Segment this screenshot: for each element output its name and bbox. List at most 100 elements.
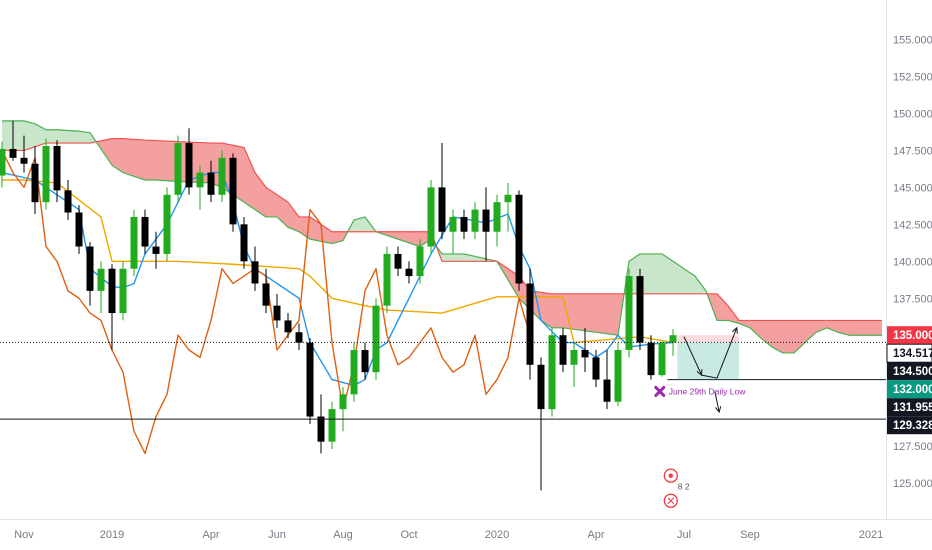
bearish-candle — [306, 342, 314, 417]
bullish-cloud-segment — [7, 120, 13, 151]
bearish-cloud-segment — [541, 292, 547, 325]
bullish-cloud-segment — [13, 120, 19, 151]
bullish-cloud-segment — [662, 253, 668, 294]
bullish-candle — [548, 335, 556, 410]
bearish-cloud-segment — [167, 141, 173, 182]
time-tick-label: Oct — [400, 529, 417, 541]
bearish-cloud-segment — [777, 320, 783, 353]
price-tag-box — [887, 326, 932, 345]
price-tag-label: 135.000 — [893, 330, 932, 342]
time-tick-label: Apr — [587, 529, 604, 541]
bearish-candle — [31, 163, 39, 203]
bullish-cloud-segment — [18, 120, 24, 151]
bearish-cloud-segment — [315, 220, 321, 242]
price-tag-label: 132.000 — [893, 384, 932, 396]
bullish-cloud-segment — [458, 253, 464, 262]
bullish-candle — [614, 350, 622, 402]
bearish-cloud-segment — [282, 198, 288, 228]
bullish-candle — [493, 202, 501, 232]
position-target-zone — [677, 342, 739, 380]
bearish-candle — [207, 172, 215, 195]
bearish-candle — [526, 283, 534, 365]
bullish-cloud-segment — [673, 261, 679, 294]
bullish-cloud-segment — [29, 122, 35, 149]
bearish-cloud-segment — [266, 187, 272, 217]
time-axis[interactable]: Nov 2019 Apr Jun Aug Oct 2020 Apr Jul Sep 2021 — [14, 529, 883, 541]
bullish-candle — [625, 276, 633, 350]
time-tick-label: 2019 — [100, 529, 124, 541]
bearish-cloud-segment — [546, 293, 552, 328]
bearish-cloud-segment — [260, 180, 266, 217]
bearish-cloud-segment — [821, 320, 827, 331]
bullish-cloud-segment — [354, 218, 360, 232]
bearish-cloud-segment — [156, 140, 162, 181]
price-tick-label: 147.500 — [893, 145, 932, 157]
bearish-cloud-segment — [783, 320, 789, 353]
bearish-candle — [317, 416, 325, 442]
bearish-candle — [603, 379, 611, 402]
bearish-cloud-segment — [568, 293, 574, 330]
bullish-cloud-segment — [695, 276, 701, 294]
price-tick-label: 150.000 — [893, 108, 932, 120]
badge-dot-icon — [668, 473, 673, 478]
bearish-cloud-segment — [761, 320, 767, 343]
bearish-cloud-segment — [794, 320, 800, 353]
bullish-cloud-segment — [453, 253, 459, 262]
candlesticks — [0, 120, 677, 491]
bullish-cloud-segment — [84, 131, 90, 144]
bullish-candle — [669, 335, 677, 343]
price-tag-label: 134.517 — [893, 348, 932, 360]
bullish-candle — [449, 216, 457, 232]
bearish-cloud-segment — [596, 293, 602, 333]
bearish-cloud-segment — [871, 320, 877, 336]
bearish-cloud-segment — [326, 228, 332, 244]
price-tick-label: 137.500 — [893, 293, 932, 305]
bearish-cloud-segment — [728, 305, 734, 322]
bearish-candle — [636, 276, 644, 343]
kijun-sen-line — [2, 179, 674, 344]
bullish-cloud-segment — [73, 130, 79, 144]
bullish-candle — [97, 268, 105, 291]
bearish-cloud-segment — [739, 320, 745, 326]
bearish-candle — [9, 148, 17, 158]
bearish-candle — [20, 157, 28, 164]
bearish-candle — [482, 209, 490, 232]
bearish-candle — [295, 332, 303, 343]
bearish-candle — [108, 268, 116, 314]
bullish-cloud-segment — [40, 126, 46, 145]
bullish-candle — [0, 148, 6, 176]
bearish-cloud-segment — [612, 293, 618, 336]
price-tick-label: 142.500 — [893, 219, 932, 231]
bearish-cloud-segment — [271, 191, 277, 217]
bearish-cloud-segment — [194, 142, 200, 183]
marker-label: June 29th Daily Low — [669, 386, 746, 396]
bullish-cloud-segment — [447, 253, 453, 262]
bearish-cloud-segment — [854, 320, 860, 336]
bearish-candle — [75, 212, 83, 247]
bullish-candle — [218, 157, 226, 195]
bearish-cloud-segment — [150, 140, 156, 180]
bullish-candle — [339, 394, 347, 410]
bearish-cloud-segment — [238, 146, 244, 203]
bearish-cloud-segment — [788, 320, 794, 353]
bearish-cloud-segment — [502, 265, 508, 280]
bullish-cloud-segment — [46, 129, 52, 144]
time-tick-label: 2021 — [859, 529, 883, 541]
bearish-cloud-segment — [574, 293, 580, 331]
bearish-candle — [438, 187, 446, 232]
bearish-candle — [581, 350, 589, 358]
bearish-cloud-segment — [805, 320, 811, 343]
bearish-candle — [64, 190, 72, 213]
badge-count-label: 8 2 — [678, 482, 690, 492]
bearish-cloud-segment — [585, 293, 591, 332]
bullish-candle — [570, 350, 578, 365]
price-tick-label: 145.000 — [893, 182, 932, 194]
bullish-candle — [383, 253, 391, 306]
bearish-candle — [460, 216, 468, 232]
bearish-cloud-segment — [750, 320, 756, 333]
marker-cross-icon — [654, 385, 666, 397]
bearish-candle — [405, 268, 413, 277]
bullish-candle — [196, 172, 204, 188]
bearish-candle — [141, 216, 149, 247]
